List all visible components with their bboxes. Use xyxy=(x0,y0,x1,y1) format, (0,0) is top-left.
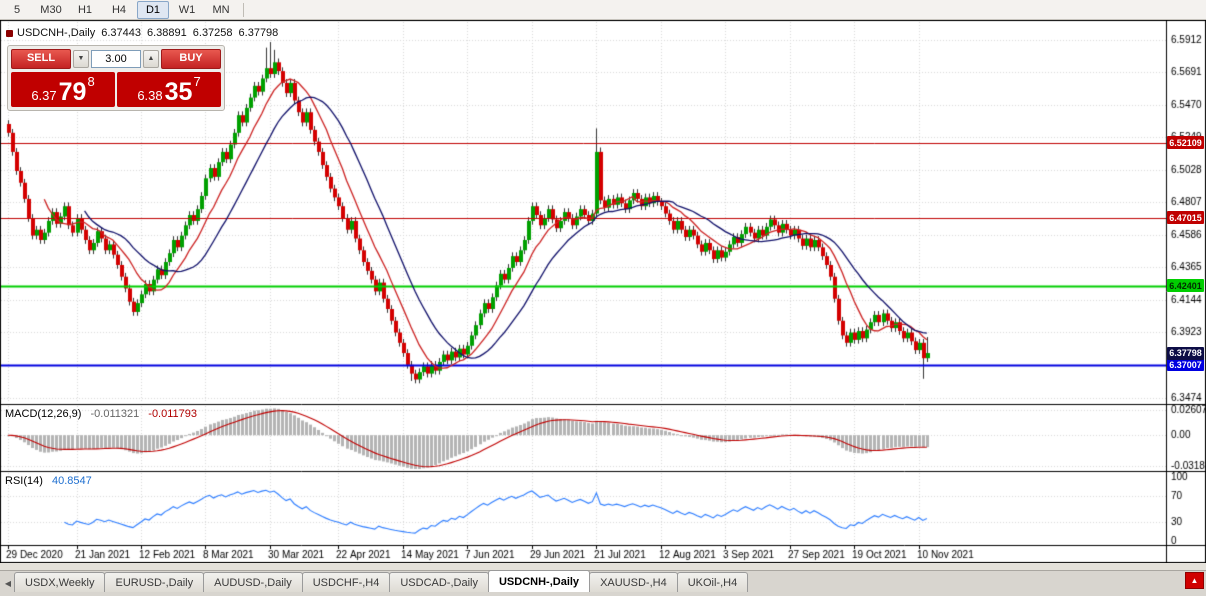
current-price-badge: 6.37798 xyxy=(1167,346,1204,360)
price-level-badge: 6.52109 xyxy=(1167,136,1204,150)
sell-price-prefix: 6.37 xyxy=(31,88,57,103)
volume-dropdown-icon[interactable]: ▼ xyxy=(73,50,89,68)
status-strip xyxy=(0,592,1206,596)
symbol-icon xyxy=(6,29,13,37)
macd-name: MACD(12,26,9) xyxy=(5,408,82,420)
trade-panel-prices: 6.37 79 8 6.38 35 7 xyxy=(11,72,221,107)
ohlc-open: 6.37443 xyxy=(101,27,141,39)
buy-button[interactable]: BUY xyxy=(161,49,221,69)
ohlc-high: 6.38891 xyxy=(147,27,187,39)
buy-price-prefix: 6.38 xyxy=(137,88,163,103)
trade-panel-controls: SELL ▼ ▲ BUY xyxy=(11,49,221,69)
price-level-badge: 6.37007 xyxy=(1167,358,1204,372)
macd-indicator-label: MACD(12,26,9) -0.011321 -0.011793 xyxy=(5,408,197,420)
chart-bottom-gap xyxy=(0,563,1206,570)
ohlc-close: 6.37798 xyxy=(238,27,279,39)
timeframe-toolbar: 5 M30 H1 H4 D1 W1 MN xyxy=(0,0,1206,20)
rsi-indicator-label: RSI(14) 40.8547 xyxy=(5,475,92,487)
chart-window: USDCNH-,Daily 6.37443 6.38891 6.37258 6.… xyxy=(0,20,1206,563)
tab-usdcad-daily[interactable]: USDCAD-,Daily xyxy=(389,572,489,592)
ohlc-low: 6.37258 xyxy=(192,27,233,39)
timeframe-button-h4[interactable]: H4 xyxy=(111,3,127,16)
price-level-badge: 6.47015 xyxy=(1167,211,1204,225)
buy-price-pips: 35 xyxy=(164,78,193,106)
sell-button[interactable]: SELL xyxy=(11,49,71,69)
tab-usdchf-h4[interactable]: USDCHF-,H4 xyxy=(301,572,391,592)
buy-price-button[interactable]: 6.38 35 7 xyxy=(117,72,221,107)
tab-xauusd-h4[interactable]: XAUUSD-,H4 xyxy=(589,572,678,592)
one-click-trading-panel: SELL ▼ ▲ BUY 6.37 79 8 6.38 35 7 xyxy=(7,45,225,111)
chart-symbol-period: USDCNH-,Daily xyxy=(17,27,96,39)
timeframe-button-w1[interactable]: W1 xyxy=(178,3,196,16)
sell-price-point: 8 xyxy=(87,74,95,89)
rsi-name: RSI(14) xyxy=(5,475,43,487)
timeframe-button-h1[interactable]: H1 xyxy=(77,3,93,16)
tab-bar-red-button[interactable]: ▲ xyxy=(1185,572,1204,589)
tab-audusd-daily[interactable]: AUDUSD-,Daily xyxy=(203,572,303,592)
timeframe-button-d1[interactable]: D1 xyxy=(137,0,169,19)
price-level-badge: 6.42401 xyxy=(1167,279,1204,292)
tab-usdx-weekly[interactable]: USDX,Weekly xyxy=(14,572,106,592)
tab-ukoil-h4[interactable]: UKOil-,H4 xyxy=(676,572,749,592)
timeframe-button-mn[interactable]: MN xyxy=(212,3,230,16)
volume-input[interactable] xyxy=(91,50,141,68)
chart-title: USDCNH-,Daily 6.37443 6.38891 6.37258 6.… xyxy=(6,27,278,39)
tab-scroll-left-icon[interactable]: ◀ xyxy=(4,578,12,588)
tab-usdcnh-daily[interactable]: USDCNH-,Daily xyxy=(487,570,591,592)
timeframe-button-m5[interactable]: 5 xyxy=(13,3,21,16)
chart-tab-bar: ◀ USDX,Weekly EURUSD-,Daily AUDUSD-,Dail… xyxy=(0,570,1206,592)
rsi-value: 40.8547 xyxy=(51,475,92,487)
buy-price-point: 7 xyxy=(193,74,201,89)
volume-spin-up-icon[interactable]: ▲ xyxy=(143,50,159,68)
macd-main-value: -0.011321 xyxy=(90,408,140,420)
macd-signal-value: -0.011793 xyxy=(148,408,198,420)
sell-price-pips: 79 xyxy=(58,78,87,106)
toolbar-separator xyxy=(243,2,244,17)
tab-eurusd-daily[interactable]: EURUSD-,Daily xyxy=(104,572,205,592)
timeframe-button-m30[interactable]: M30 xyxy=(40,3,62,16)
sell-price-button[interactable]: 6.37 79 8 xyxy=(11,72,115,107)
